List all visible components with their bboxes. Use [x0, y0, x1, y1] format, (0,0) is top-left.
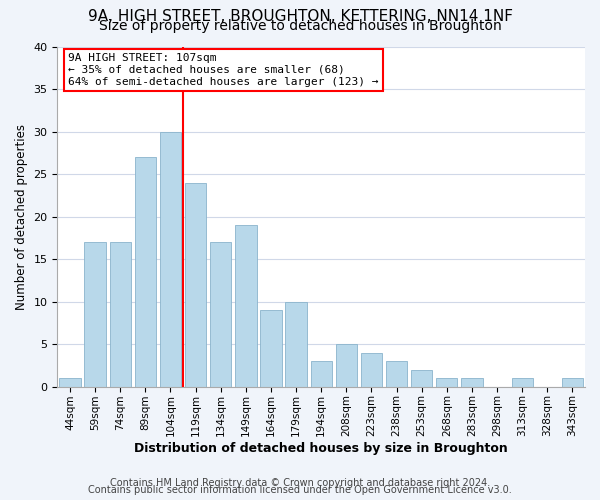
Bar: [85, 242, 106, 386]
Bar: [361, 352, 382, 386]
Bar: [210, 242, 232, 386]
Bar: [286, 302, 307, 386]
Text: Size of property relative to detached houses in Broughton: Size of property relative to detached ho…: [98, 19, 502, 33]
Bar: [512, 378, 533, 386]
Bar: [311, 361, 332, 386]
Bar: [185, 182, 206, 386]
Bar: [562, 378, 583, 386]
Text: 9A HIGH STREET: 107sqm
← 35% of detached houses are smaller (68)
64% of semi-det: 9A HIGH STREET: 107sqm ← 35% of detached…: [68, 54, 379, 86]
Bar: [59, 378, 80, 386]
Bar: [110, 242, 131, 386]
Bar: [335, 344, 357, 387]
Text: 9A, HIGH STREET, BROUGHTON, KETTERING, NN14 1NF: 9A, HIGH STREET, BROUGHTON, KETTERING, N…: [88, 9, 512, 24]
Bar: [461, 378, 482, 386]
X-axis label: Distribution of detached houses by size in Broughton: Distribution of detached houses by size …: [134, 442, 508, 455]
Bar: [411, 370, 433, 386]
Bar: [386, 361, 407, 386]
Bar: [436, 378, 457, 386]
Y-axis label: Number of detached properties: Number of detached properties: [15, 124, 28, 310]
Bar: [134, 157, 156, 386]
Bar: [235, 225, 257, 386]
Text: Contains HM Land Registry data © Crown copyright and database right 2024.: Contains HM Land Registry data © Crown c…: [110, 478, 490, 488]
Text: Contains public sector information licensed under the Open Government Licence v3: Contains public sector information licen…: [88, 485, 512, 495]
Bar: [260, 310, 281, 386]
Bar: [160, 132, 181, 386]
